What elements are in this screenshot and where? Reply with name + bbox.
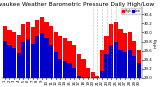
Bar xyxy=(81,78,86,80)
Bar xyxy=(72,68,76,78)
Bar xyxy=(17,35,21,78)
Bar xyxy=(86,68,90,78)
Bar xyxy=(91,78,95,87)
Bar xyxy=(118,29,123,78)
Bar xyxy=(128,31,132,78)
Y-axis label: inHg: inHg xyxy=(154,38,158,48)
Bar xyxy=(49,26,53,78)
Bar xyxy=(12,48,16,78)
Legend: High, Low: High, Low xyxy=(121,8,141,14)
Bar xyxy=(86,78,90,86)
Bar xyxy=(91,72,95,78)
Bar xyxy=(137,50,141,78)
Bar xyxy=(21,42,25,78)
Bar xyxy=(31,27,35,78)
Bar xyxy=(81,59,86,78)
Bar xyxy=(95,76,99,78)
Bar xyxy=(54,52,58,78)
Bar xyxy=(100,71,104,78)
Bar xyxy=(49,45,53,78)
Bar xyxy=(95,78,99,87)
Bar xyxy=(31,44,35,78)
Bar xyxy=(44,22,48,78)
Bar xyxy=(35,20,39,78)
Bar xyxy=(109,45,113,78)
Bar xyxy=(3,41,7,78)
Bar xyxy=(35,36,39,78)
Bar xyxy=(123,33,127,78)
Bar xyxy=(40,33,44,78)
Bar xyxy=(12,32,16,78)
Bar xyxy=(104,54,109,78)
Bar xyxy=(123,52,127,78)
Bar xyxy=(118,50,123,78)
Bar xyxy=(3,26,7,78)
Bar xyxy=(77,54,81,78)
Bar xyxy=(7,30,12,78)
Bar xyxy=(77,76,81,78)
Bar xyxy=(137,63,141,78)
Bar xyxy=(7,45,12,78)
Bar xyxy=(17,53,21,78)
Bar xyxy=(40,17,44,78)
Bar xyxy=(68,41,72,78)
Bar xyxy=(132,41,136,78)
Bar xyxy=(26,22,30,78)
Bar xyxy=(72,45,76,78)
Bar xyxy=(58,59,62,78)
Bar xyxy=(68,63,72,78)
Bar xyxy=(104,36,109,78)
Bar xyxy=(109,24,113,78)
Bar xyxy=(132,56,136,78)
Bar xyxy=(63,61,67,78)
Title: Milwaukee Weather Barometric Pressure Daily High/Low: Milwaukee Weather Barometric Pressure Da… xyxy=(0,2,154,7)
Bar xyxy=(58,36,62,78)
Bar xyxy=(21,24,25,78)
Bar xyxy=(26,39,30,78)
Bar xyxy=(114,42,118,78)
Bar xyxy=(114,22,118,78)
Bar xyxy=(128,50,132,78)
Bar xyxy=(54,31,58,78)
Bar xyxy=(44,38,48,78)
Bar xyxy=(63,38,67,78)
Bar xyxy=(100,50,104,78)
